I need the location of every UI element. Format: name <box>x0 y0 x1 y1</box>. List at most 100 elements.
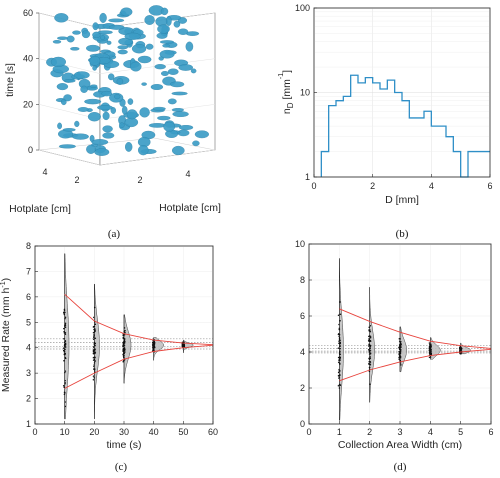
data-point <box>369 360 371 363</box>
drop-blob <box>156 32 168 39</box>
data-point <box>64 311 66 314</box>
panel-caption: (c) <box>115 461 128 473</box>
data-point <box>459 350 462 352</box>
data-point <box>93 344 96 346</box>
data-point <box>339 370 341 372</box>
data-point <box>122 361 124 363</box>
data-point <box>64 401 66 403</box>
data-point <box>64 331 67 334</box>
y-tick-label: 7 <box>26 266 31 276</box>
data-point <box>93 368 95 371</box>
y-tick-label: 5 <box>26 317 31 327</box>
data-point <box>429 345 431 347</box>
y-tick-label: 2 <box>137 175 142 185</box>
y-tick-label: 2 <box>300 383 305 393</box>
data-point <box>62 385 65 387</box>
drop-blob <box>101 90 113 97</box>
data-point <box>460 347 462 350</box>
data-point <box>430 352 432 354</box>
data-point <box>123 338 126 340</box>
drop-blob <box>173 20 181 28</box>
drop-blob <box>108 24 125 30</box>
drop-blob <box>139 107 150 118</box>
x-axis-label: Collection Area Width (cm) <box>338 439 462 451</box>
data-point <box>368 340 370 343</box>
x-tick-label: 0 <box>311 181 316 191</box>
data-point <box>429 356 432 358</box>
data-point <box>64 324 66 327</box>
data-point <box>63 308 66 311</box>
data-point <box>92 332 95 334</box>
drop-blob <box>102 111 110 121</box>
drop-blob <box>141 82 147 86</box>
drop-blob <box>66 35 75 43</box>
drop-blob <box>165 16 172 26</box>
drop-blob <box>167 68 179 75</box>
drop-blob <box>64 79 76 83</box>
upper-envelope-line <box>339 308 492 349</box>
data-point <box>93 364 95 366</box>
data-point <box>428 342 431 344</box>
data-point <box>124 329 126 332</box>
y-axis-label-part: ) <box>0 278 12 282</box>
x-tick-label: 4 <box>429 181 434 191</box>
data-point <box>153 342 156 344</box>
data-point <box>429 347 431 350</box>
drop-blob <box>56 83 69 91</box>
y-axis-label-part: -1 <box>0 281 7 287</box>
data-point <box>339 383 341 386</box>
data-point <box>123 334 126 336</box>
data-point <box>94 323 97 325</box>
data-point <box>123 327 126 329</box>
drop-blob <box>159 40 175 44</box>
data-point <box>338 340 340 342</box>
drop-blob <box>62 128 76 132</box>
lower-envelope-line <box>339 348 492 382</box>
drop-blob <box>81 30 91 39</box>
data-point <box>338 323 340 326</box>
drop-blob <box>70 47 80 51</box>
data-point <box>337 347 340 349</box>
drop-blob <box>148 123 166 128</box>
drop-blob <box>130 61 142 72</box>
data-point <box>339 313 342 315</box>
data-point <box>339 350 341 353</box>
data-point <box>338 362 341 364</box>
data-point <box>399 359 402 362</box>
data-point <box>92 357 95 359</box>
drop-blob <box>154 64 166 70</box>
data-point <box>338 352 341 354</box>
data-point <box>369 336 372 338</box>
drop-blob <box>114 93 121 100</box>
data-point <box>93 365 95 368</box>
data-point <box>339 320 341 322</box>
data-point <box>123 340 126 342</box>
data-point <box>64 383 66 385</box>
panel-caption: (d) <box>394 461 407 473</box>
data-point <box>64 340 67 342</box>
data-point <box>369 352 372 355</box>
upper-envelope-line <box>64 293 214 346</box>
grid-line <box>38 12 101 29</box>
data-point <box>62 347 65 349</box>
data-point <box>337 356 340 359</box>
data-point <box>93 328 96 331</box>
drop-blob <box>171 145 185 156</box>
data-point <box>338 387 341 389</box>
drop-blob <box>185 41 194 52</box>
x-tick-label: 6 <box>487 181 492 191</box>
data-point <box>93 336 95 339</box>
data-point <box>153 345 155 348</box>
y-tick-label: 10 <box>300 88 310 98</box>
data-point <box>368 338 370 340</box>
y-tick-label: 6 <box>300 311 305 321</box>
drop-blob <box>97 30 113 35</box>
data-point <box>368 330 371 332</box>
drop-blob <box>89 84 98 88</box>
data-point <box>93 362 96 364</box>
y-axis-label: nD [mm-1] <box>278 70 295 114</box>
x-tick-label: 5 <box>458 427 463 437</box>
drop-blob <box>127 98 134 105</box>
data-point <box>64 392 66 394</box>
